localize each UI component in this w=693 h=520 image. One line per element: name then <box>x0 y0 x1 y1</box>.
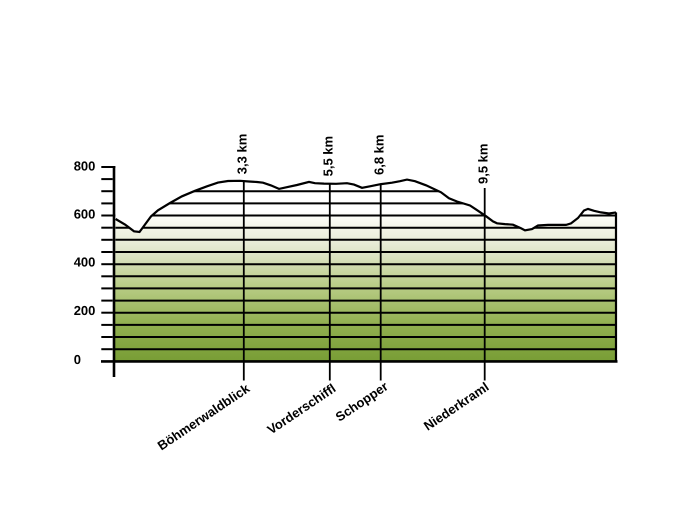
svg-text:3,3 km: 3,3 km <box>235 134 250 174</box>
svg-text:400: 400 <box>74 255 96 270</box>
svg-text:0: 0 <box>74 352 81 367</box>
svg-text:800: 800 <box>74 159 96 174</box>
svg-text:200: 200 <box>74 303 96 318</box>
svg-text:Böhmerwaldblick: Böhmerwaldblick <box>155 380 253 453</box>
svg-text:Vorderschiffl: Vorderschiffl <box>264 381 338 438</box>
svg-text:Schopper: Schopper <box>333 379 391 425</box>
svg-text:6,8 km: 6,8 km <box>372 135 387 175</box>
svg-text:5,5 km: 5,5 km <box>320 136 335 176</box>
svg-text:Niederkraml: Niederkraml <box>421 379 492 433</box>
svg-text:9,5 km: 9,5 km <box>476 144 491 184</box>
svg-text:600: 600 <box>74 206 96 221</box>
